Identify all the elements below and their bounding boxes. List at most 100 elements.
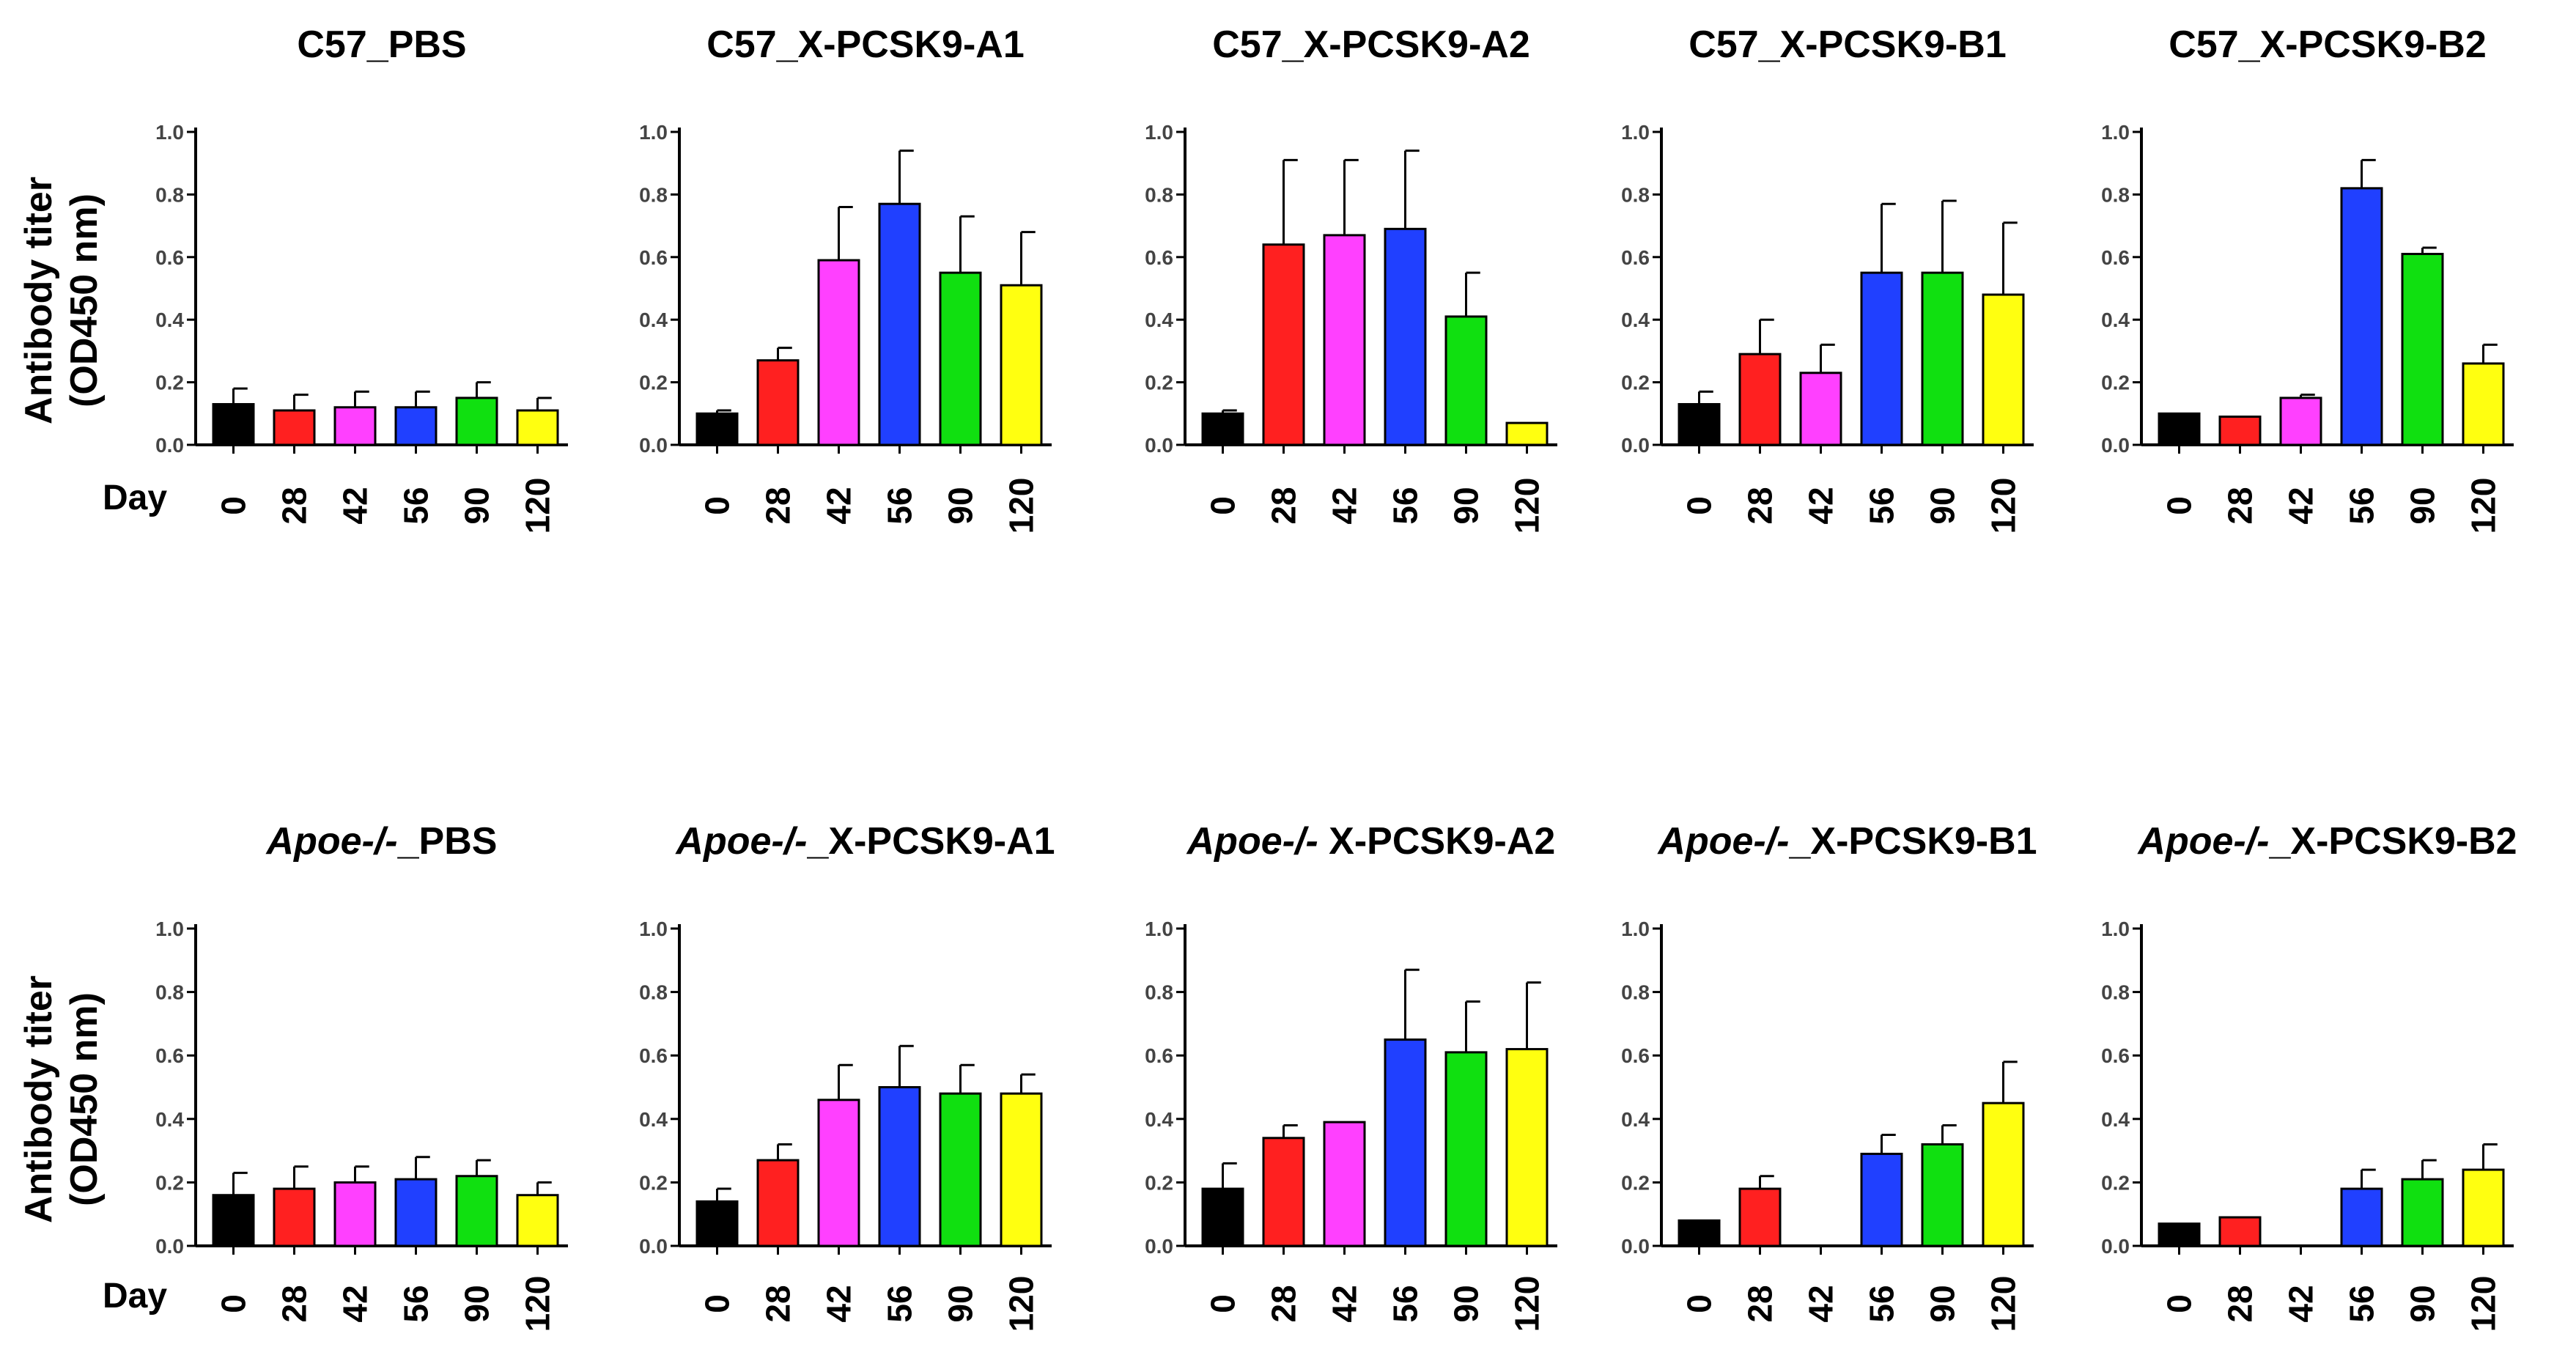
y-tick-label: 1.0 (155, 121, 184, 144)
y-tick-label: 0.0 (155, 1235, 184, 1258)
x-tick-label: 56 (881, 1285, 919, 1322)
y-tick-label: 0.0 (1621, 434, 1650, 457)
x-tick-label: 120 (519, 478, 557, 534)
x-tick-label: 0 (1680, 496, 1719, 515)
x-tick-label: 56 (881, 487, 919, 524)
bar (1000, 1092, 1043, 1247)
bar (394, 1178, 438, 1247)
y-tick-label: 0.0 (2101, 434, 2130, 457)
bar (2401, 253, 2444, 446)
x-tick-label: 120 (1508, 1276, 1546, 1332)
y-tick-label: 0.8 (1621, 981, 1650, 1004)
x-tick-label: 120 (2465, 478, 2503, 534)
bar (1323, 234, 1366, 446)
title-italic-part: Apoe-/- (2136, 820, 2269, 863)
ylabel-top-line2: (OD450 nm) (63, 193, 106, 407)
panel-title: C57_X-PCSK9-A2 (1212, 23, 1530, 66)
bar (455, 1175, 498, 1247)
y-tick-label: 1.0 (2101, 918, 2130, 940)
x-tick-label: 42 (820, 1285, 858, 1322)
panel-title: C57_PBS (297, 23, 466, 66)
y-tick-label: 1.0 (1145, 918, 1173, 940)
y-tick-label: 0.4 (2101, 309, 2130, 331)
x-tick-label: 120 (1003, 1276, 1041, 1332)
bar (878, 1086, 921, 1247)
bar (1982, 293, 2025, 446)
title-italic-part: Apoe-/- (265, 820, 398, 863)
y-tick-label: 0.6 (1621, 246, 1650, 269)
y-tick-label: 0.4 (2101, 1108, 2130, 1131)
x-tick-label: 0 (1680, 1294, 1719, 1313)
x-tick-label: 90 (942, 1285, 980, 1322)
title-rest-part: X-PCSK9-A2 (1318, 820, 1556, 863)
y-tick-label: 0.8 (1145, 183, 1173, 206)
y-tick-label: 0.4 (1621, 1108, 1650, 1131)
y-tick-label: 0.2 (639, 372, 668, 394)
bar (1201, 1187, 1244, 1247)
y-tick-label: 0.8 (1621, 183, 1650, 206)
y-tick-label: 0.2 (639, 1171, 668, 1194)
panel-title: Apoe-/- X-PCSK9-A2 (1186, 820, 1556, 863)
title-rest-part: _PBS (397, 820, 498, 863)
y-tick-label: 0.0 (639, 1235, 668, 1258)
bar (1982, 1102, 2025, 1247)
x-tick-label: 56 (397, 487, 435, 524)
x-tick-label: 90 (2404, 487, 2442, 524)
x-tick-label: 90 (2404, 1285, 2442, 1322)
chart-panel: C57_PBS 0.0 0.2 0.4 0.6 0.8 1.0 0 28 42 56 90 120 (155, 23, 568, 534)
bar (2462, 1168, 2505, 1247)
bar (2401, 1178, 2444, 1247)
chart-panel: Apoe-/-_X-PCSK9-B1 0.0 0.2 0.4 0.6 0.8 1.0 0 28 4… (1621, 820, 2037, 1332)
bar (1384, 1038, 1427, 1247)
bar (1505, 421, 1549, 446)
x-tick-label: 56 (1387, 487, 1425, 524)
y-tick-label: 0.0 (155, 434, 184, 457)
bar (1444, 315, 1488, 446)
x-tick-label: 120 (1985, 478, 2023, 534)
title-italic-part: Apoe-/- (1656, 820, 1789, 863)
bar (2340, 1187, 2383, 1247)
x-tick-label: 42 (336, 487, 374, 524)
bar (1262, 243, 1305, 446)
x-tick-label: 90 (1447, 1285, 1486, 1322)
x-tick-label: 42 (2282, 487, 2320, 524)
bar (2340, 187, 2383, 446)
x-tick-label: 0 (215, 496, 253, 515)
x-tick-label: 28 (276, 1285, 314, 1322)
x-tick-label: 0 (2160, 496, 2199, 515)
bar (2218, 416, 2262, 446)
ylabel-top-line1: Antibody titer (18, 177, 60, 424)
y-tick-label: 0.8 (1145, 981, 1173, 1004)
ylabel-bottom-line1: Antibody titer (18, 975, 60, 1223)
panels: C57_PBS 0.0 0.2 0.4 0.6 0.8 1.0 0 28 42 56 90 120 C57… (155, 23, 2517, 1332)
x-tick-label: 90 (458, 1285, 496, 1322)
x-tick-label: 90 (1924, 487, 1962, 524)
x-tick-label: 90 (1924, 1285, 1962, 1322)
panel-title: Apoe-/-_X-PCSK9-B2 (2136, 820, 2517, 863)
y-tick-label: 1.0 (155, 918, 184, 940)
x-tick-label: 28 (2221, 1285, 2259, 1322)
bar (2158, 412, 2201, 446)
x-tick-label: 0 (698, 1294, 737, 1313)
bar (516, 1194, 559, 1247)
x-tick-label: 56 (397, 1285, 435, 1322)
x-tick-label: 0 (1204, 496, 1242, 515)
chart-panel: Apoe-/-_X-PCSK9-B2 0.0 0.2 0.4 0.6 0.8 1.0 0 28 4… (2101, 820, 2517, 1332)
x-tick-label: 0 (2160, 1294, 2199, 1313)
x-tick-label: 90 (1447, 487, 1486, 524)
x-tick-label: 28 (1741, 1285, 1779, 1322)
x-tick-label: 42 (820, 487, 858, 524)
bar (1799, 372, 1842, 446)
bar (1323, 1121, 1366, 1247)
panel-title: C57_X-PCSK9-B1 (1689, 23, 2007, 66)
bar (939, 1092, 982, 1247)
ylabel-bottom-line2: (OD450 nm) (63, 992, 106, 1206)
title-italic-part: Apoe-/- (1186, 820, 1318, 863)
y-tick-label: 0.6 (2101, 1044, 2130, 1067)
y-tick-label: 0.4 (155, 1108, 184, 1131)
bar (756, 359, 800, 446)
x-tick-label: 0 (1204, 1294, 1242, 1313)
y-tick-label: 0.4 (155, 309, 184, 331)
x-tick-label: 56 (2343, 1285, 2381, 1322)
bar (2279, 396, 2322, 446)
